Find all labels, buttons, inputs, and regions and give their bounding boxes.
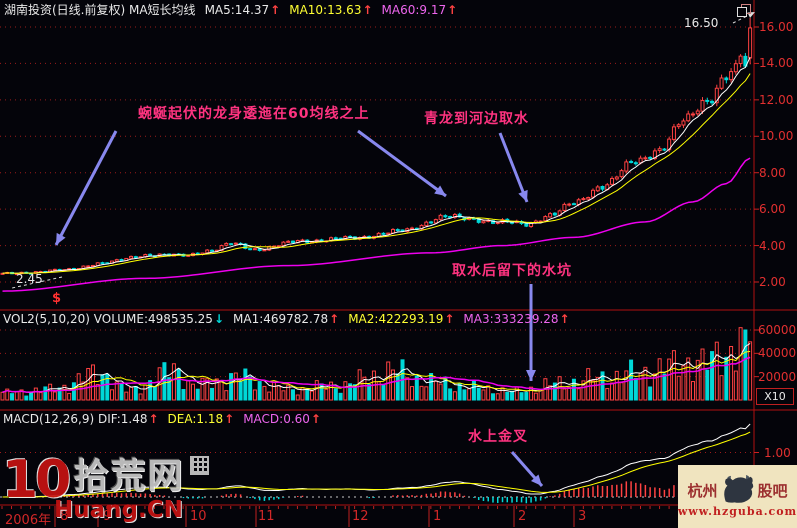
front-square-icon: [737, 7, 747, 17]
overlay-windows-icon[interactable]: [736, 4, 752, 18]
